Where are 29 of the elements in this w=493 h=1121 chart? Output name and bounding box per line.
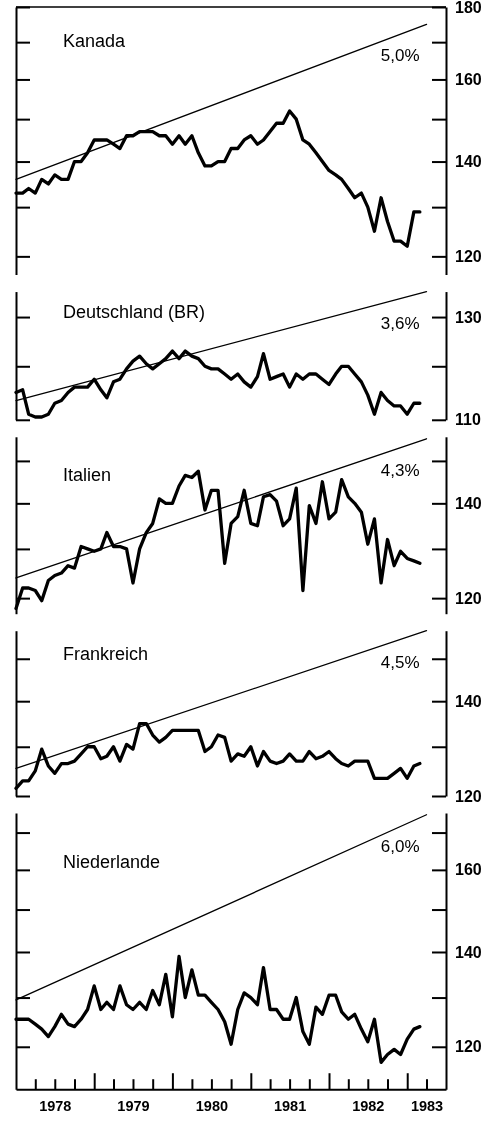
y-tick-label: 120 [455,589,482,607]
x-tick-label: 1978 [39,1098,72,1115]
y-tick-label: 160 [455,861,482,879]
y-tick-label: 140 [455,692,482,710]
series-label: 4,3% [380,460,420,480]
y-tick-label: 110 [455,411,481,429]
y-tick-label: 120 [455,1038,482,1056]
y-tick-label: 140 [455,943,482,961]
y-tick-label: 120 [455,787,482,805]
y-tick-label: 180 [455,0,482,16]
text: Italien [63,464,112,485]
text: Kanada [63,31,127,51]
text: Frankreich [63,643,149,664]
x-tick-label: 1980 [195,1098,229,1115]
y-tick-label: 160 [455,71,482,89]
text: Niederlande [63,852,161,872]
text: Deutschland (BR) [63,301,206,322]
series-label: 4,5% [380,652,420,672]
series-label: 6,0% [380,836,420,856]
x-tick-label: 1979 [117,1098,150,1115]
series-label: 5,0% [380,46,420,66]
x-tick-label: 1982 [352,1098,385,1115]
x-tick-label: 1983 [410,1098,444,1115]
x-tick-label: 1981 [273,1098,307,1115]
y-tick-label: 140 [455,153,482,171]
y-tick-label: 120 [455,247,482,265]
y-tick-label: 130 [455,308,482,326]
series-label: 3,6% [380,313,420,333]
y-tick-label: 140 [455,494,482,512]
